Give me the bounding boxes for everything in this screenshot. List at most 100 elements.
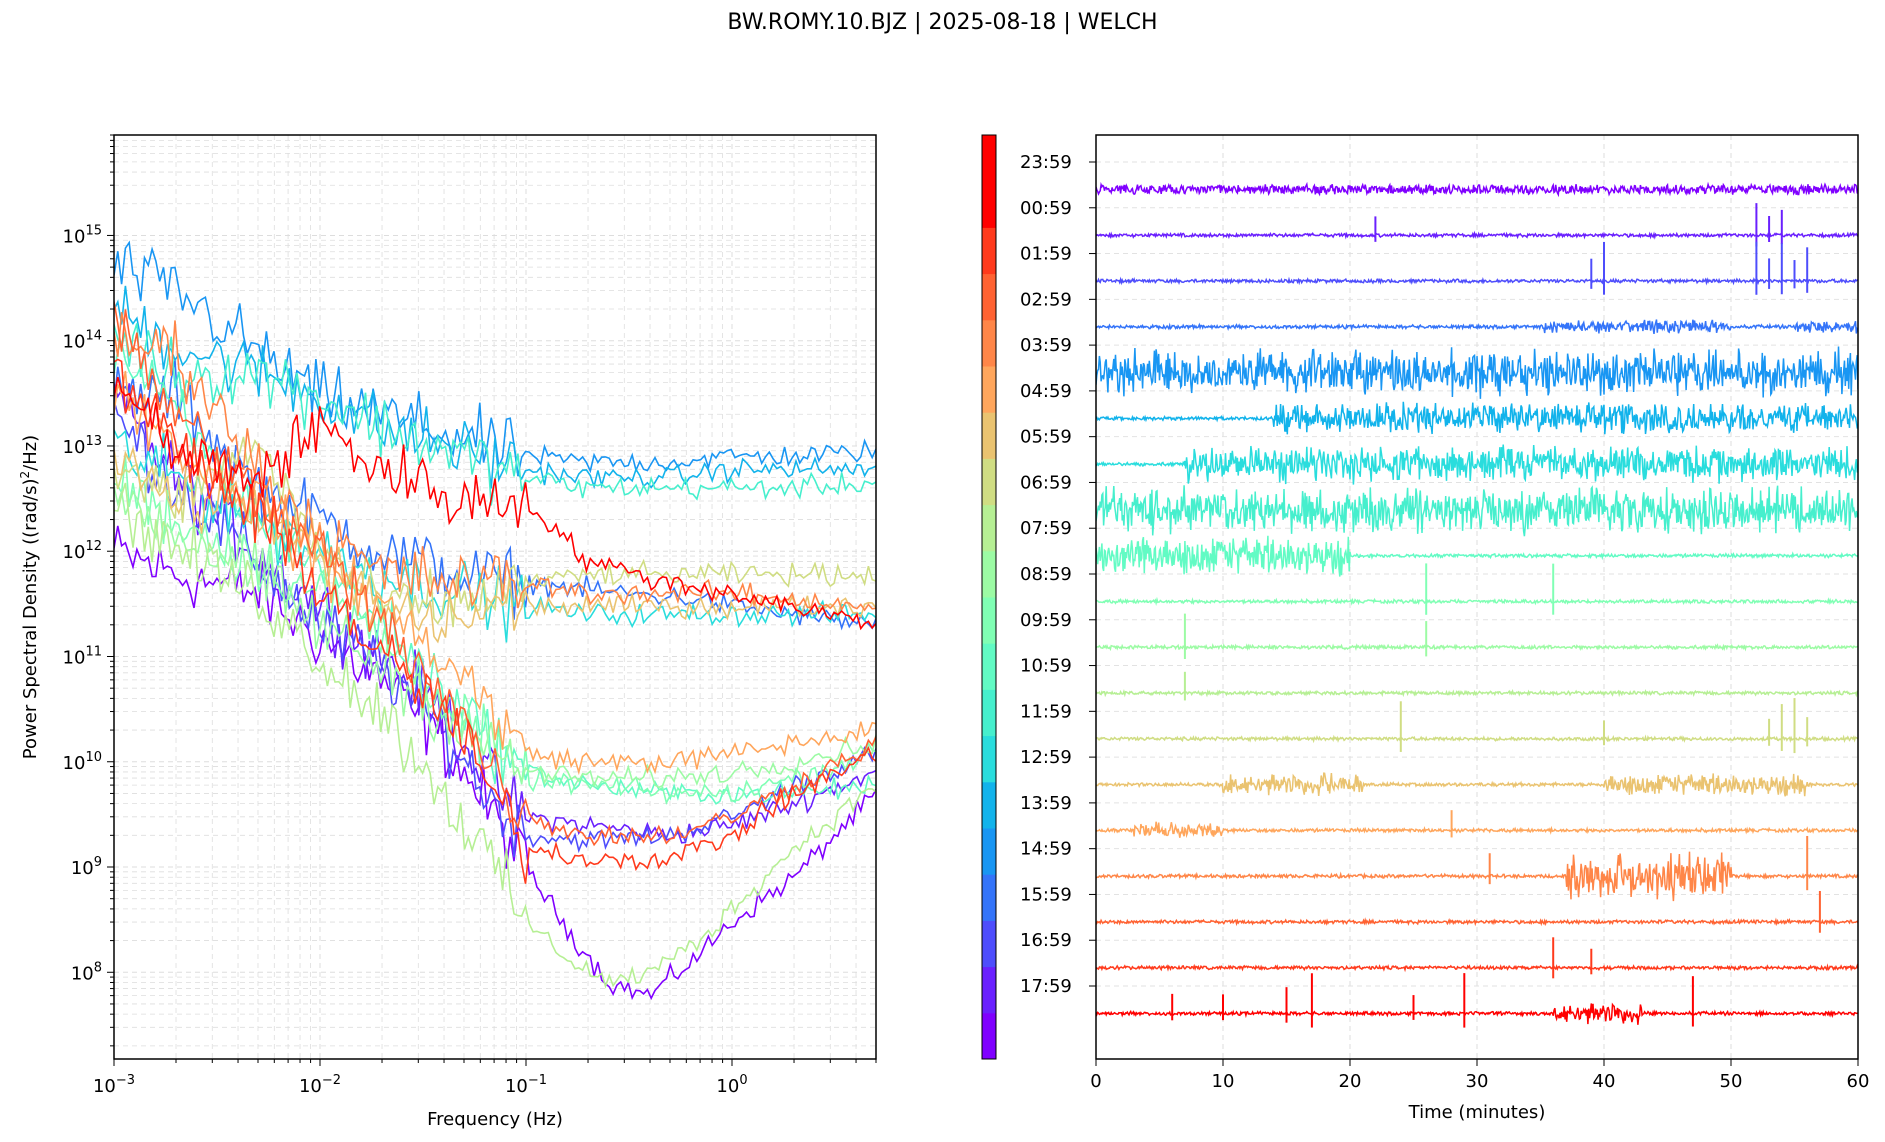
- traces-y-tick-label: 06:59: [1020, 472, 1072, 493]
- traces-y-tick-label: 00:59: [1020, 198, 1072, 219]
- psd-series-line: [114, 436, 876, 628]
- traces-y-tick-label: 07:59: [1020, 518, 1072, 539]
- trace-line: [1096, 851, 1858, 902]
- trace-line: [1096, 963, 1858, 973]
- colorbar: [981, 134, 997, 1060]
- traces-x-tick-label: 0: [1090, 1071, 1101, 1092]
- traces-y-tick-label: 04:59: [1020, 381, 1072, 402]
- traces-x-tick-label: 10: [1212, 1071, 1235, 1092]
- psd-series-line: [114, 285, 876, 490]
- traces-y-tick-label: 13:59: [1020, 793, 1072, 814]
- colorbar-segment: [982, 689, 996, 737]
- psd-panel: 10−3 10−2 10−1 100 108 109 1010 1011 1012 1013 101…: [18, 134, 877, 1130]
- traces-y-tick-label: 02:59: [1020, 289, 1072, 310]
- trace-line: [1096, 230, 1858, 240]
- psd-series-line: [114, 429, 876, 643]
- psd-x-tick-label: 100: [716, 1073, 747, 1097]
- colorbar-segment: [982, 273, 996, 321]
- psd-y-tick-label: 1013: [63, 434, 102, 458]
- trace-line: [1096, 734, 1858, 744]
- psd-series-line: [114, 360, 876, 631]
- colorbar-segment: [982, 181, 996, 228]
- trace-line: [1096, 688, 1858, 698]
- traces-ticks: 0 10 20 30 40 50 60 23:59 00:59 01:59 02:59 03:59 04…: [1020, 152, 1869, 1092]
- traces-y-tick-label: 01:59: [1020, 244, 1072, 265]
- psd-x-tick-label: 10−2: [299, 1073, 341, 1097]
- colorbar-segment: [982, 504, 996, 552]
- traces-x-tick-label: 60: [1847, 1071, 1870, 1092]
- colorbar-segment: [982, 828, 996, 875]
- psd-y-tick-label: 1010: [63, 750, 102, 774]
- trace-line: [1096, 821, 1858, 839]
- traces-panel: 0 10 20 30 40 50 60 23:59 00:59 01:59 02:59 03:59 04…: [1020, 134, 1869, 1123]
- traces-x-tick-label: 50: [1720, 1071, 1743, 1092]
- psd-series-line: [114, 240, 876, 477]
- colorbar-segment: [982, 597, 996, 644]
- psd-y-tick-label: 1012: [63, 539, 102, 563]
- traces-x-tick-label: 30: [1466, 1071, 1489, 1092]
- traces-y-tick-label: 14:59: [1020, 839, 1072, 860]
- trace-line: [1096, 643, 1858, 652]
- colorbar-segment: [982, 412, 996, 459]
- colorbar-segment: [982, 781, 996, 829]
- colorbar-segment: [982, 874, 996, 921]
- psd-y-tick-label: 1014: [63, 329, 102, 353]
- trace-line: [1096, 917, 1858, 927]
- psd-series-line: [114, 399, 876, 858]
- traces-y-tick-label: 15:59: [1020, 884, 1072, 905]
- colorbar-segment: [982, 227, 996, 275]
- psd-series-line: [114, 482, 876, 989]
- traces-x-tick-label: 20: [1339, 1071, 1362, 1092]
- trace-line: [1096, 485, 1858, 537]
- psd-series-line: [114, 376, 876, 631]
- trace-line: [1096, 535, 1858, 577]
- psd-series-line: [114, 358, 876, 884]
- colorbar-segment: [982, 550, 996, 598]
- psd-series-line: [114, 445, 876, 644]
- colorbar-segment: [982, 319, 996, 367]
- psd-y-axis-label: Power Spectral Density ((rad/s)2/Hz): [18, 435, 41, 759]
- colorbar-segment: [982, 458, 996, 506]
- trace-line: [1096, 181, 1858, 198]
- traces-y-tick-label: 12:59: [1020, 747, 1072, 768]
- traces-y-tick-label: 03:59: [1020, 335, 1072, 356]
- trace-line: [1096, 444, 1858, 485]
- psd-series-line: [114, 383, 876, 844]
- traces-y-tick-label: 10:59: [1020, 656, 1072, 677]
- colorbar-segment: [982, 735, 996, 783]
- trace-line: [1096, 772, 1858, 797]
- colorbar-segment: [982, 966, 996, 1014]
- traces-y-tick-label: 09:59: [1020, 610, 1072, 631]
- psd-x-tick-label: 10−1: [505, 1073, 547, 1097]
- colorbar-segment: [982, 920, 996, 968]
- colorbar-segment: [982, 366, 996, 413]
- traces-y-tick-label: 16:59: [1020, 930, 1072, 951]
- trace-line: [1096, 276, 1858, 286]
- traces-y-tick-label: 17:59: [1020, 976, 1072, 997]
- colorbar-frame: [981, 134, 997, 1060]
- psd-y-tick-label: 109: [71, 855, 102, 879]
- colorbar-segment: [982, 1012, 996, 1060]
- figure-title: BW.ROMY.10.BJZ | 2025-08-18 | WELCH: [727, 10, 1158, 35]
- psd-y-tick-label: 1015: [63, 223, 102, 247]
- psd-x-axis-label: Frequency (Hz): [427, 1109, 563, 1130]
- trace-line: [1096, 401, 1858, 435]
- trace-line: [1096, 319, 1858, 335]
- psd-lines: [114, 240, 876, 1001]
- psd-axes-frame: [113, 134, 877, 1060]
- trace-line: [1096, 596, 1858, 607]
- colorbar-segment: [982, 135, 996, 182]
- psd-x-tick-label: 10−3: [93, 1073, 135, 1097]
- traces-y-tick-label: 23:59: [1020, 152, 1072, 173]
- trace-line: [1096, 346, 1858, 399]
- colorbar-segment: [982, 643, 996, 690]
- traces-y-tick-label: 08:59: [1020, 564, 1072, 585]
- traces-y-tick-label: 05:59: [1020, 427, 1072, 448]
- psd-y-tick-label: 1011: [63, 644, 102, 668]
- traces-x-tick-label: 40: [1593, 1071, 1616, 1092]
- traces-y-tick-label: 11:59: [1020, 701, 1072, 722]
- traces-x-axis-label: Time (minutes): [1408, 1102, 1546, 1123]
- psd-ticks: 10−3 10−2 10−1 100 108 109 1010 1011 1012 1013 101…: [63, 134, 877, 1097]
- psd-y-tick-label: 108: [71, 960, 102, 984]
